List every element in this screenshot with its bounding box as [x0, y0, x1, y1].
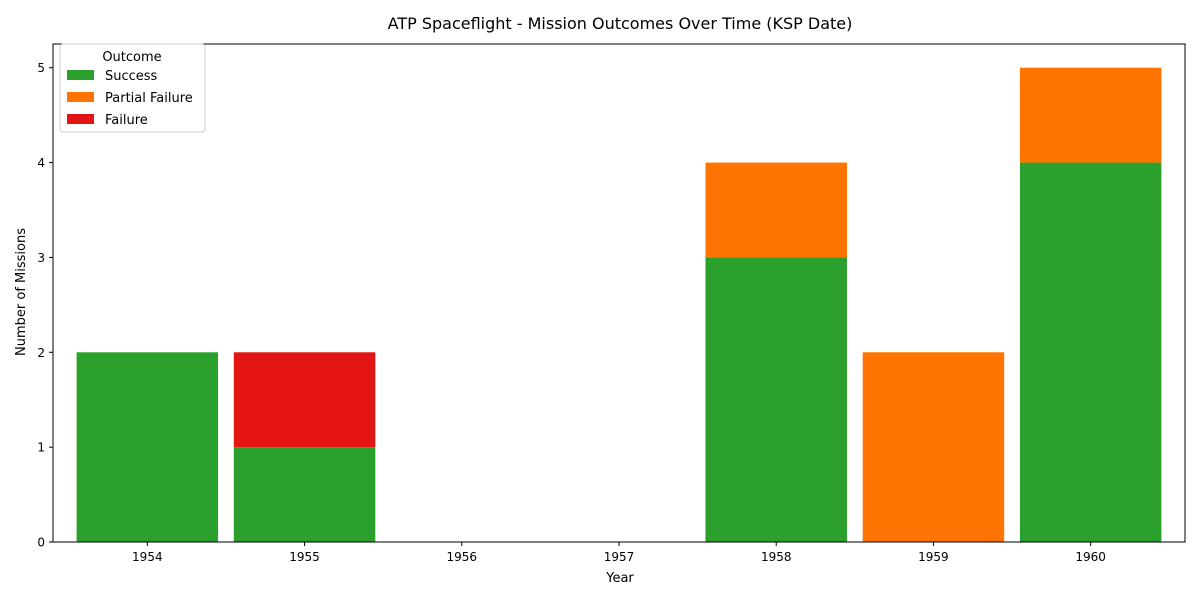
chart-title: ATP Spaceflight - Mission Outcomes Over … [388, 14, 853, 33]
y-tick-label: 5 [37, 61, 45, 75]
legend-label: Success [105, 69, 158, 84]
x-tick-label: 1960 [1075, 550, 1106, 564]
legend-box [59, 43, 206, 133]
y-tick-label: 3 [37, 251, 45, 265]
y-tick-label: 1 [37, 441, 45, 455]
x-axis-label: Year [605, 571, 634, 586]
x-tick-label: 1959 [918, 550, 949, 564]
legend-title: Outcome [102, 50, 161, 65]
bars-group [76, 67, 1162, 543]
legend-label: Partial Failure [105, 91, 193, 106]
bar-1955-failure [233, 352, 376, 448]
bar-1958-partial-failure [705, 162, 847, 258]
bar-1955-success [233, 447, 376, 542]
x-tick-label: 1954 [132, 550, 163, 564]
legend: Outcome Success Partial Failure Failure [59, 43, 206, 133]
x-tick-label: 1957 [604, 550, 635, 564]
bar-1960-success [1019, 162, 1162, 543]
x-tick-label: 1958 [761, 550, 792, 564]
y-tick-label: 4 [37, 156, 45, 170]
bar-1959-partial-failure [862, 352, 1005, 542]
plot-frame [52, 43, 1186, 543]
y-tick-label: 2 [37, 346, 45, 360]
legend-swatch [67, 70, 94, 80]
x-axis-ticks: 1954 1955 1956 1957 1958 1959 1960 [132, 542, 1106, 564]
bar-1958-success [705, 257, 847, 542]
y-tick-label: 0 [37, 536, 45, 550]
legend-swatch [67, 92, 94, 102]
y-axis-ticks: 0 1 2 3 4 5 [37, 61, 53, 550]
legend-label: Failure [105, 113, 148, 128]
y-axis-label: Number of Missions [14, 228, 29, 356]
legend-swatch [67, 114, 94, 124]
x-tick-label: 1956 [447, 550, 478, 564]
bar-1954-success [76, 352, 219, 542]
bar-1960-partial-failure [1019, 67, 1162, 163]
x-tick-label: 1955 [289, 550, 320, 564]
